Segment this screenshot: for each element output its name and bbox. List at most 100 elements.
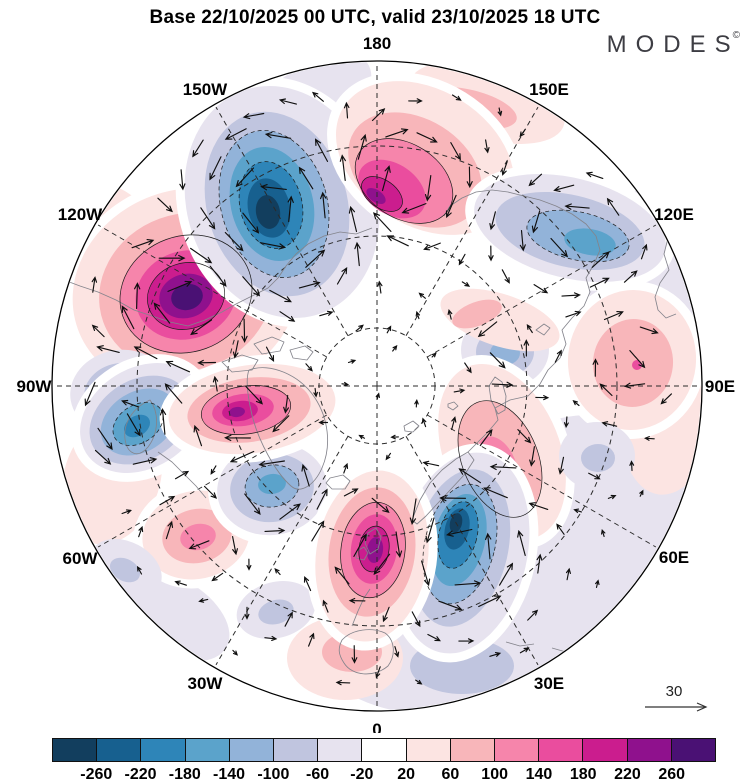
- wind-arrow: [246, 558, 252, 571]
- wind-arrow: [343, 101, 350, 119]
- wind-arrow: [279, 311, 296, 322]
- positive-contour: [340, 501, 406, 599]
- wind-arrow: [390, 434, 399, 440]
- wind-arrow: [121, 399, 140, 408]
- wind-arrow: [341, 381, 350, 387]
- wind-arrow: [242, 212, 260, 234]
- wind-arrow: [526, 324, 533, 334]
- coastline-kamchatka-okhotsk: [654, 221, 679, 319]
- colorbar-tick-label: -140: [213, 766, 246, 783]
- wind-arrow: [488, 245, 494, 262]
- wind-arrow: [357, 133, 367, 160]
- wind-arrow: [174, 580, 187, 586]
- wind-arrow: [258, 460, 285, 467]
- wind-arrow: [438, 600, 463, 611]
- wind-arrow: [159, 407, 167, 435]
- wind-arrow: [466, 166, 473, 189]
- negative-contour: [244, 464, 300, 508]
- wind-arrow: [269, 289, 292, 303]
- meridian-line: [426, 224, 657, 358]
- wind-arrow: [418, 292, 426, 299]
- coastline-iberia: [338, 629, 394, 675]
- wind-arrow: [643, 436, 655, 441]
- wind-arrow: [347, 359, 357, 364]
- wind-arrow: [528, 173, 543, 187]
- wind-arrow: [489, 652, 502, 657]
- colorbar-swatch: [583, 739, 628, 761]
- negative-contour: [218, 130, 330, 278]
- coastline-alaska-north-coast: [63, 227, 373, 327]
- wind-arrow: [536, 553, 543, 574]
- wind-arrow: [232, 649, 239, 656]
- wind-arrow: [193, 424, 203, 447]
- wind-arrow: [424, 175, 432, 202]
- wind-arrow: [200, 207, 216, 230]
- meridian-line: [97, 224, 328, 358]
- wind-arrow: [431, 352, 437, 358]
- positive-contour: [361, 176, 403, 212]
- wind-arrow: [336, 266, 348, 285]
- wind-arrow: [385, 128, 409, 138]
- wind-arrow: [235, 167, 255, 188]
- wind-arrow: [427, 633, 441, 642]
- wind-arrow: [232, 536, 238, 556]
- meridian-label-180: 180: [363, 34, 391, 53]
- colorbar-swatch: [362, 739, 407, 761]
- wind-arrow: [260, 184, 287, 191]
- wind-arrow: [563, 416, 569, 429]
- wind-arrow: [131, 239, 155, 249]
- wind-arrow: [458, 468, 482, 484]
- wind-arrow: [489, 211, 496, 231]
- meridian-label-90W: 90W: [17, 377, 53, 396]
- wind-arrow: [301, 463, 310, 487]
- wind-arrow: [212, 375, 219, 392]
- meridian-line: [97, 414, 328, 548]
- coastline-ireland: [355, 546, 369, 561]
- wind-arrow: [501, 161, 508, 176]
- wind-arrow: [421, 417, 427, 428]
- wind-arrow: [244, 493, 261, 515]
- wind-arrow: [241, 318, 248, 344]
- wind-arrow: [451, 416, 457, 431]
- wind-arrow: [377, 280, 383, 294]
- wind-arrow: [640, 243, 648, 260]
- wind-arrow: [529, 446, 536, 467]
- wind-arrow: [190, 319, 213, 336]
- wind-arrow: [190, 247, 213, 264]
- wind-arrow: [91, 276, 98, 293]
- wind-arrow: [528, 502, 549, 510]
- wind-arrow: [553, 184, 575, 192]
- colorbar-tick-label: -100: [257, 766, 290, 783]
- wind-arrow: [179, 169, 186, 191]
- wind-arrow: [497, 107, 503, 117]
- wind-arrow: [265, 346, 275, 362]
- wind-arrow: [192, 139, 204, 158]
- small-lavender-south: [258, 599, 294, 625]
- anomaly-field: [53, 62, 701, 710]
- wind-arrow: [298, 280, 321, 289]
- wind-arrow: [592, 358, 599, 377]
- wind-arrow: [535, 395, 550, 401]
- wind-arrow: [450, 142, 461, 161]
- coastline-arctic-island-2: [253, 336, 285, 355]
- wind-arrow: [531, 210, 541, 234]
- wind-arrow: [451, 94, 462, 101]
- wind-arrow: [623, 382, 646, 389]
- wind-arrow: [242, 112, 265, 120]
- wind-arrow: [565, 310, 582, 318]
- colorbar-tick-label: 140: [525, 766, 553, 783]
- meridian-line: [426, 414, 657, 548]
- wind-arrow: [224, 231, 244, 252]
- wind-arrow: [343, 462, 349, 474]
- negative-contour: [112, 402, 164, 446]
- wind-arrow: [519, 128, 526, 138]
- wind-arrow: [242, 276, 261, 297]
- colorbar-tick-label: -260: [80, 766, 113, 783]
- pacific-high: [171, 283, 203, 311]
- wind-arrow: [607, 494, 617, 500]
- wind-arrow: [501, 269, 510, 284]
- wind-arrow: [639, 326, 659, 335]
- wind-arrow: [84, 381, 96, 407]
- colorbar-tick-label: 180: [569, 766, 597, 783]
- meridian-labels: 180 150E 120E 90E 60E 30E 0 30W 60W 90W 120W 150W: [17, 34, 736, 733]
